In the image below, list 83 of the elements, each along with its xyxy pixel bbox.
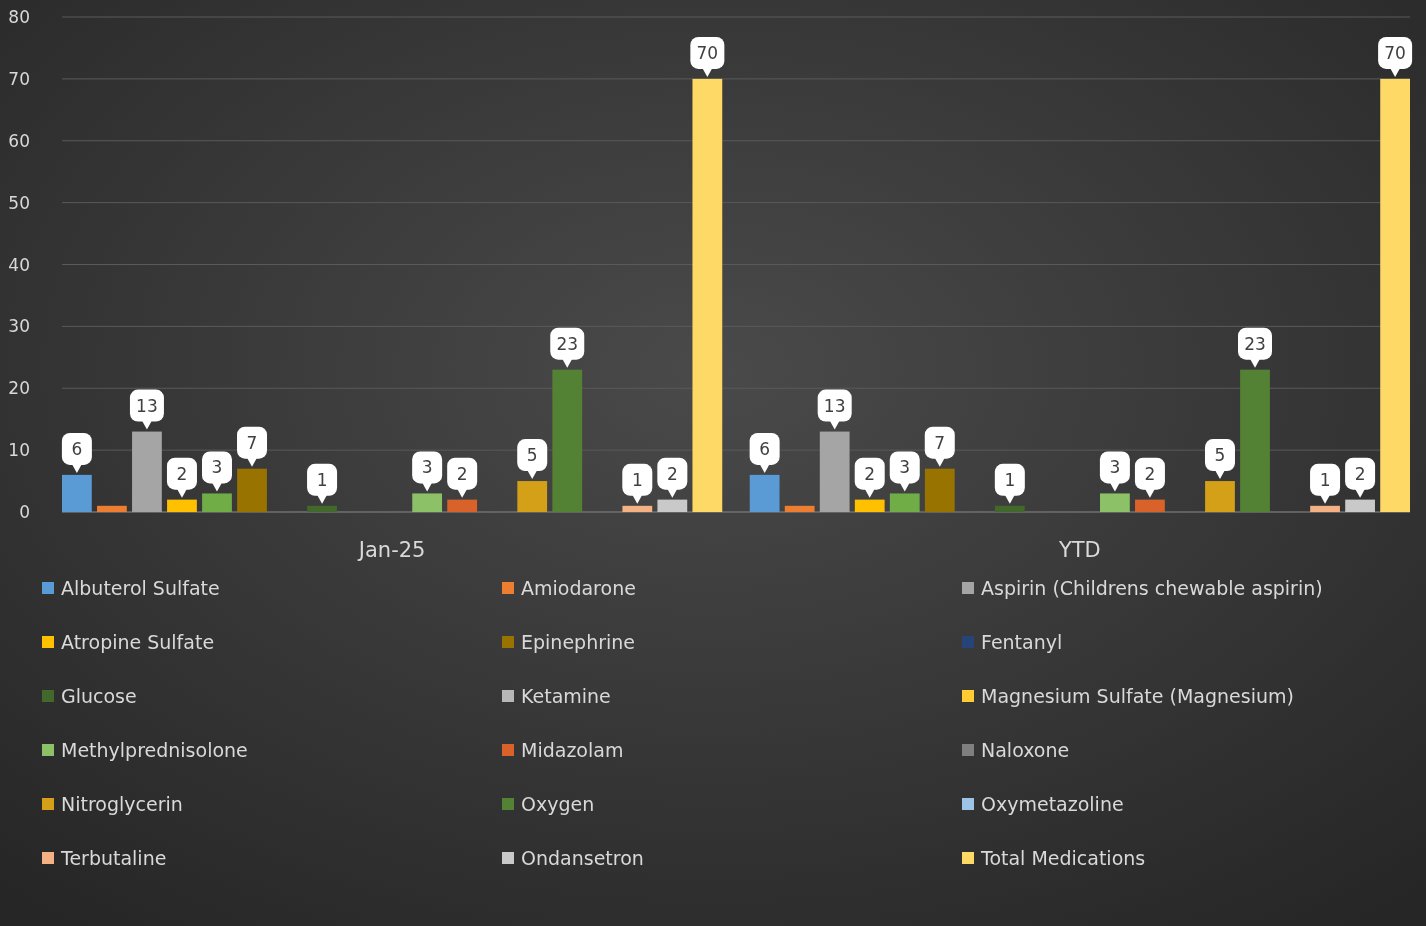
legend-label: Naloxone [981,739,1070,761]
bar [749,474,780,512]
bar [517,481,548,512]
y-tick-label: 40 [8,254,30,275]
bar [447,499,478,512]
x-tick-label: YTD [1057,538,1101,562]
bar [1205,481,1235,512]
data-label: 5 [526,445,538,466]
legend-label: Epinephrine [521,631,635,653]
legend-label: Albuterol Sulfate [61,577,220,599]
data-label: 6 [71,438,83,459]
x-tick-label: Jan-25 [356,538,426,562]
bar [924,468,955,512]
legend-label: Oxymetazoline [981,793,1124,815]
y-tick-label: 20 [8,378,30,399]
y-tick-label: 0 [19,502,30,522]
data-label: 13 [136,395,158,416]
bar [237,468,267,512]
data-label: 23 [556,333,579,354]
data-label: 70 [696,42,719,63]
data-label: 2 [456,463,468,484]
data-label: 2 [176,463,188,484]
data-label: 23 [1244,333,1266,354]
data-label: 7 [246,432,258,453]
data-label: 2 [864,463,876,484]
bar [202,493,232,512]
legend-label: Midazolam [521,739,624,761]
legend-label: Glucose [61,685,137,707]
legend-label: Amiodarone [521,577,636,599]
bar [889,493,920,512]
bar [1380,78,1410,512]
data-label: 3 [899,457,911,478]
data-label: 1 [316,469,328,490]
data-label: 2 [1354,463,1366,484]
data-label: 1 [1004,469,1016,490]
legend-label: Terbutaline [60,847,167,869]
y-tick-label: 70 [8,68,30,89]
legend-label: Oxygen [521,793,595,815]
bar [657,499,688,512]
bar [412,493,443,512]
legend-label: Magnesium Sulfate (Magnesium) [981,685,1294,707]
bar [62,474,92,512]
y-tick-label: 10 [8,440,30,461]
bar [819,431,850,512]
legend-label: Ketamine [521,685,611,707]
legend-label: Methylprednisolone [61,739,248,761]
data-label: 1 [631,469,643,490]
bar [692,78,723,512]
bar [1240,369,1270,512]
bar [622,505,653,512]
data-label: 2 [1144,463,1156,484]
y-tick-label: 60 [8,130,30,151]
data-label: 70 [1384,42,1406,63]
data-label: 3 [421,457,433,478]
y-tick-label: 30 [8,316,30,337]
legend-label: Fentanyl [981,631,1063,653]
y-tick-label: 50 [8,192,30,213]
bar [994,505,1025,512]
data-label: 3 [211,457,223,478]
bar [1100,493,1130,512]
bar [307,505,337,512]
bar [552,369,583,512]
data-label: 2 [666,463,678,484]
data-label: 7 [934,432,946,453]
data-label: 1 [1319,469,1331,490]
bar [1135,499,1165,512]
bar [1310,505,1340,512]
data-label: 13 [823,395,846,416]
bar [1345,499,1375,512]
data-label: 6 [759,438,771,459]
legend-label: Aspirin (Childrens chewable aspirin) [981,577,1323,599]
legend-label: Nitroglycerin [61,793,183,815]
data-label: 3 [1109,457,1121,478]
legend-label: Total Medications [980,847,1146,869]
legend-label: Ondansetron [521,847,644,869]
bar [97,505,127,512]
bar [784,505,815,512]
y-tick-label: 80 [8,7,30,27]
bar [167,499,197,512]
legend-label: Atropine Sulfate [61,631,215,653]
data-label: 5 [1214,445,1226,466]
bar [854,499,885,512]
bar [132,431,162,512]
